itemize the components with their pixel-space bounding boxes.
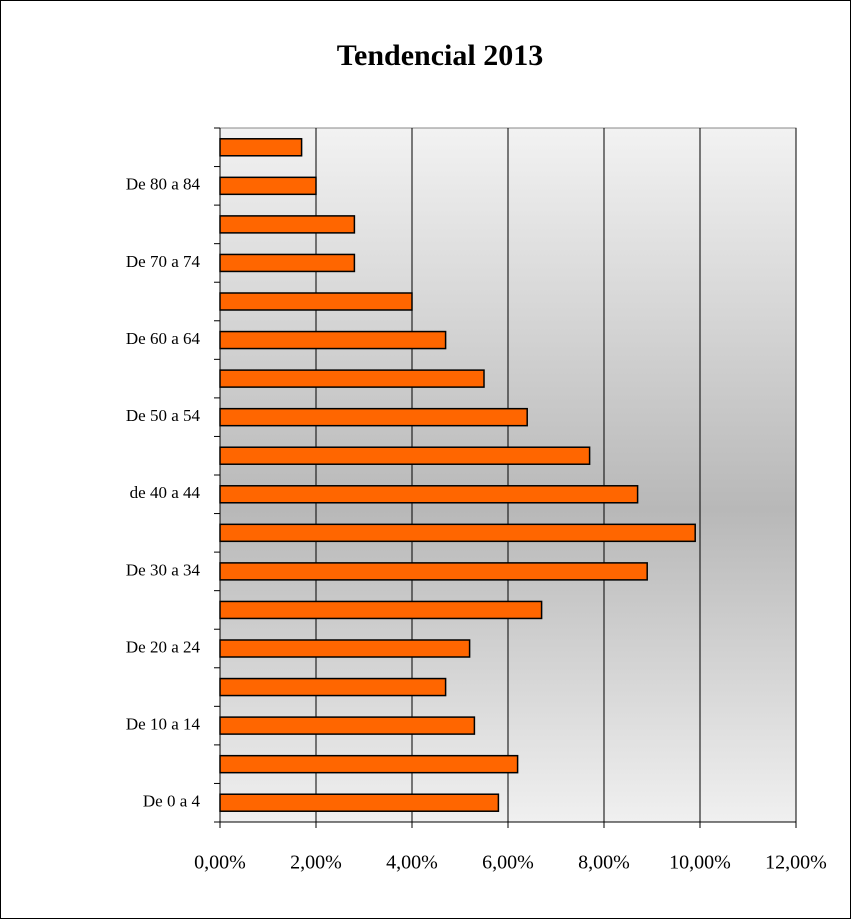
bar	[219, 253, 356, 273]
bar	[219, 407, 528, 427]
bar	[219, 330, 447, 350]
bar	[219, 562, 648, 581]
bar	[219, 138, 303, 157]
y-tick-label: De 30 a 34	[126, 560, 201, 579]
y-tick-label: De 20 a 24	[126, 637, 201, 656]
bar	[219, 369, 485, 388]
chart-title: Tendencial 2013	[337, 39, 543, 72]
y-tick-label: De 60 a 64	[126, 329, 201, 348]
bar	[219, 754, 519, 774]
bar	[219, 292, 413, 311]
x-tick-label: 2,00%	[290, 852, 342, 874]
bar	[219, 677, 447, 697]
y-tick-label: De 0 a 4	[143, 792, 201, 811]
x-tick-label: 8,00%	[578, 852, 630, 874]
bar	[219, 523, 696, 543]
y-tick-label: De 80 a 84	[126, 175, 201, 194]
bar	[219, 446, 591, 465]
y-tick-label: De 10 a 14	[126, 715, 201, 734]
x-tick-label: 10,00%	[669, 852, 731, 874]
bar	[219, 600, 543, 620]
y-tick-label: De 70 a 74	[126, 252, 201, 271]
y-tick-label: de 40 a 44	[130, 483, 201, 502]
x-tick-label: 6,00%	[482, 852, 534, 874]
x-tick-label: 0,00%	[194, 852, 246, 874]
y-tick-label: De 50 a 54	[126, 406, 201, 425]
bar	[219, 716, 476, 735]
x-tick-label: 4,00%	[386, 852, 438, 874]
bar	[219, 485, 639, 504]
bar	[219, 215, 356, 234]
bar	[219, 793, 500, 812]
x-tick-label: 12,00%	[765, 852, 827, 874]
bar	[219, 639, 471, 658]
bar	[219, 176, 317, 196]
